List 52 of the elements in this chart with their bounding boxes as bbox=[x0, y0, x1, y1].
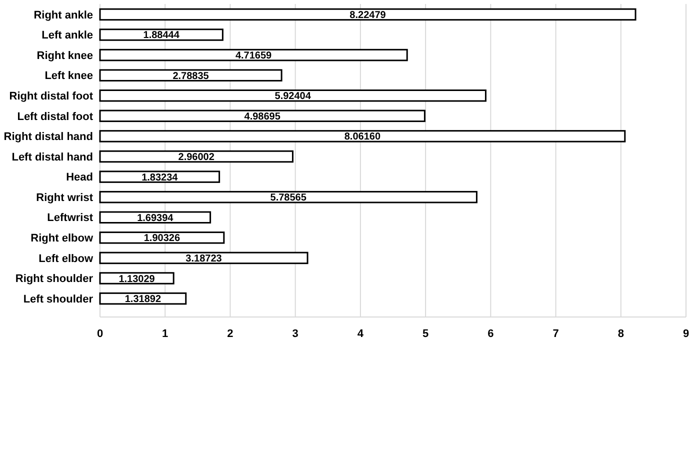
bar bbox=[99, 48, 408, 62]
x-tick-label: 5 bbox=[422, 328, 429, 340]
x-tick-label: 6 bbox=[488, 328, 494, 340]
data-label: 2.96002 bbox=[178, 152, 215, 163]
y-tick-label: Left ankle bbox=[42, 30, 93, 42]
bar bbox=[99, 170, 220, 183]
y-tick-label: Right elbow bbox=[30, 232, 94, 245]
data-label: 2.78835 bbox=[172, 70, 210, 82]
bar bbox=[99, 28, 224, 41]
bar bbox=[99, 110, 426, 122]
bar bbox=[99, 190, 478, 204]
x-tick-label: 8 bbox=[618, 328, 624, 340]
data-label: 5.92404 bbox=[274, 91, 312, 102]
y-tick-label: Left shoulder bbox=[23, 293, 94, 306]
y-tick-label: Left knee bbox=[44, 70, 93, 82]
data-label: 4.71659 bbox=[235, 50, 272, 62]
data-label: 1.31892 bbox=[124, 294, 162, 306]
bar bbox=[99, 130, 626, 142]
y-tick-label: Left distal foot bbox=[17, 110, 94, 123]
y-tick-label: Right wrist bbox=[36, 192, 94, 204]
data-label: 3.18723 bbox=[186, 253, 222, 264]
bar bbox=[99, 69, 282, 82]
bar bbox=[99, 252, 308, 264]
data-label: 1.69394 bbox=[137, 212, 174, 224]
y-tick-label: Head bbox=[66, 172, 93, 184]
bar bbox=[99, 150, 294, 163]
data-label: 8.22479 bbox=[350, 10, 386, 21]
x-tick-label: 0 bbox=[96, 328, 104, 340]
y-tick-label: Left elbow bbox=[38, 252, 94, 265]
y-tick-label: Right ankle bbox=[34, 9, 93, 22]
y-tick-label: Right shoulder bbox=[15, 273, 94, 286]
x-tick-label: 1 bbox=[162, 328, 168, 340]
y-tick-label: Left distal hand bbox=[12, 151, 93, 164]
y-tick-label: Leftwrist bbox=[47, 212, 94, 224]
bar bbox=[99, 89, 486, 102]
data-label: 8.06160 bbox=[344, 132, 381, 143]
data-label: 5.78565 bbox=[270, 192, 307, 204]
x-tick-label: 4 bbox=[357, 328, 364, 340]
data-label: 1.83234 bbox=[142, 172, 178, 184]
bar bbox=[99, 8, 636, 21]
y-tick-label: Right distal foot bbox=[9, 90, 94, 102]
data-label: 1.13029 bbox=[118, 274, 156, 285]
data-label: 1.88444 bbox=[143, 30, 180, 42]
data-label: 4.98695 bbox=[244, 111, 281, 122]
x-tick-label: 9 bbox=[682, 328, 690, 340]
y-tick-label: Right distal hand bbox=[4, 131, 93, 144]
x-tick-label: 2 bbox=[227, 328, 234, 340]
data-label: 1.90326 bbox=[144, 233, 180, 244]
x-tick-label: 7 bbox=[552, 328, 559, 340]
bar bbox=[99, 232, 225, 244]
x-tick-label: 3 bbox=[292, 328, 298, 340]
y-tick-label: Right knee bbox=[36, 50, 93, 62]
